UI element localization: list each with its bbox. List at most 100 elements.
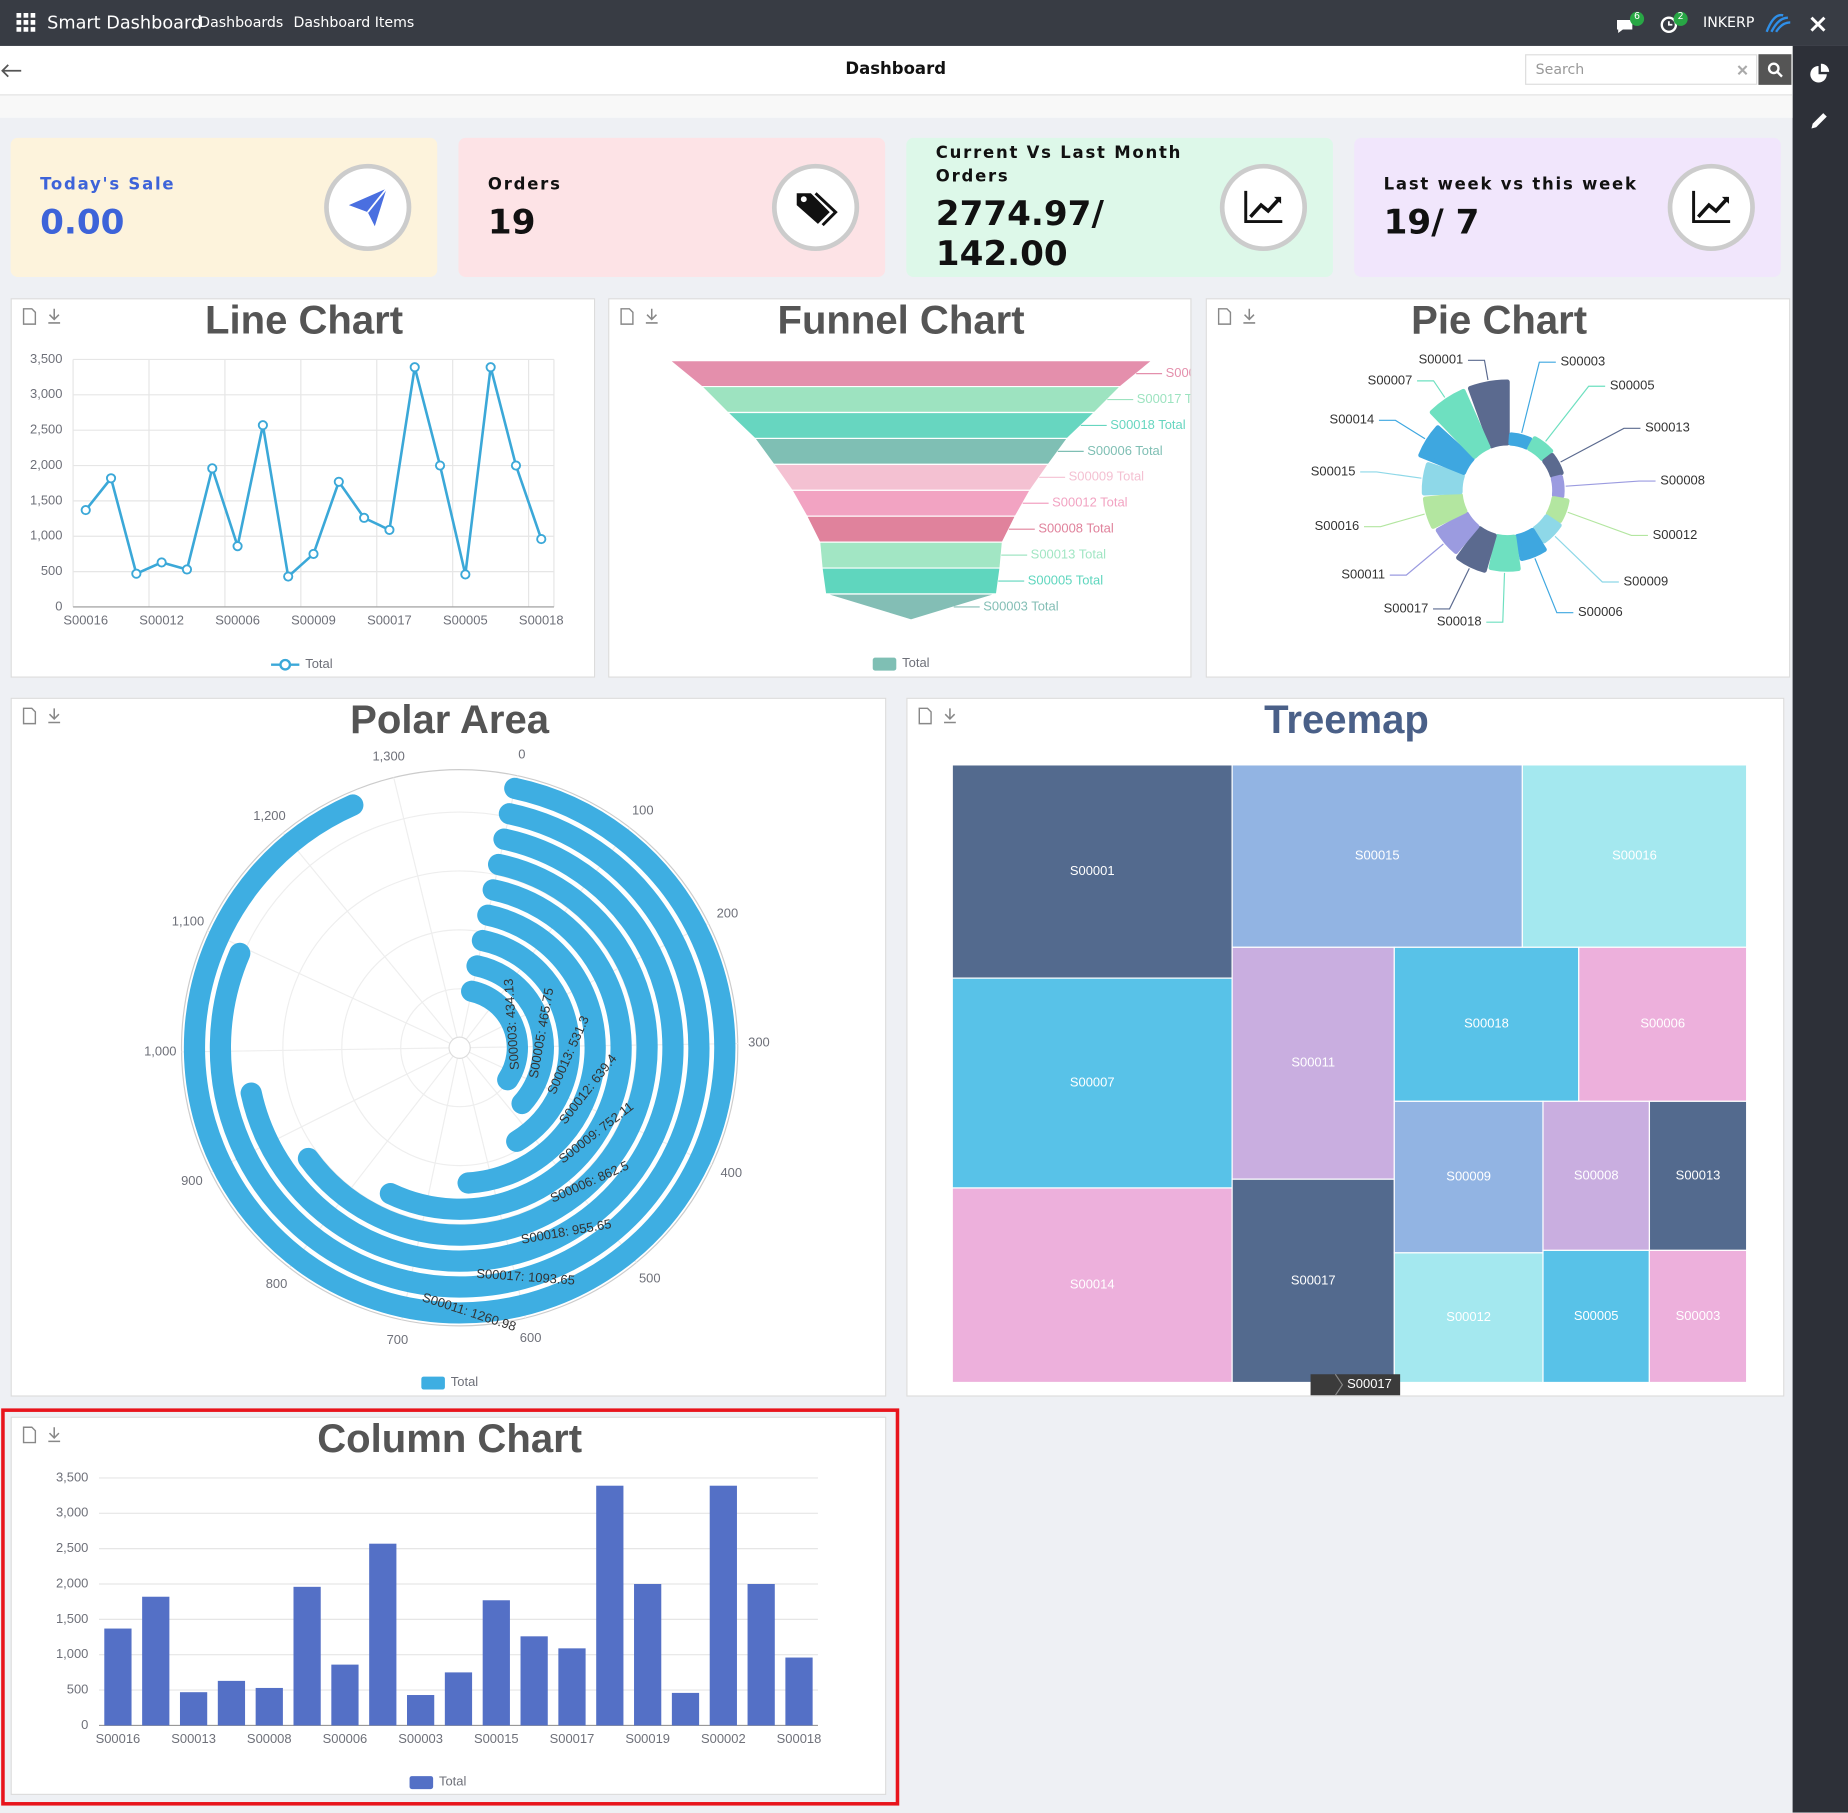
x-tick-label: S00006 (215, 613, 260, 628)
slice-label: S00007 (1368, 372, 1413, 387)
search-box[interactable]: Search (1525, 54, 1758, 85)
x-tick-label: S00006 (323, 1731, 368, 1746)
pie-slice (1550, 474, 1565, 499)
menu-item[interactable]: Dashboard Items (293, 14, 415, 31)
treemap-cell (1648, 1100, 1748, 1251)
point (105, 473, 117, 484)
point (283, 571, 294, 582)
app-name[interactable]: Smart Dashboard (47, 11, 203, 33)
export-icon[interactable] (918, 707, 932, 725)
bar (331, 1664, 359, 1726)
kpi-card[interactable]: Last week vs this week 19/ 7 (1354, 137, 1781, 277)
export-icon[interactable] (22, 1426, 37, 1444)
kpi-icon (771, 163, 860, 252)
export-icon[interactable] (22, 308, 37, 325)
bar (217, 1680, 246, 1726)
pie-slice (1467, 379, 1510, 449)
radial-bar (471, 929, 580, 1152)
back-arrow[interactable] (0, 61, 26, 80)
funnel-level (819, 541, 1004, 569)
axis-circle (180, 769, 739, 1327)
funnel-label: S00009 Total (1069, 469, 1145, 484)
apps-icon[interactable] (16, 12, 36, 32)
treemap-cell (1231, 1178, 1395, 1384)
pie-slice (1545, 496, 1570, 523)
top-bar: Smart Dashboard Dashboards Dashboard Ite… (0, 0, 1848, 46)
chart-title: Funnel Chart (777, 299, 1024, 342)
export-icon[interactable] (22, 707, 37, 725)
cell-label: S00014 (1070, 1277, 1115, 1292)
activity-icon[interactable] (1658, 9, 1693, 37)
y-tick-label: 2,500 (30, 422, 62, 437)
kpi-value: 19 (487, 201, 536, 242)
kpi-label: Orders (487, 175, 562, 195)
chart-panel: Treemap S00001 S00007 S00014 S00015 S00016 S00… (906, 697, 1785, 1397)
label-line (1565, 480, 1656, 487)
pie-slice (1421, 462, 1465, 496)
menu-item[interactable]: Dashboards (199, 14, 284, 31)
label-line (1360, 471, 1422, 479)
x-tick-label: S00017 (550, 1731, 595, 1746)
chat-icon[interactable] (1615, 9, 1650, 37)
slice-label: S00014 (1330, 412, 1375, 427)
funnel-level (753, 437, 1069, 465)
download-icon[interactable] (1243, 308, 1256, 324)
x-tick-label: S00017 (367, 613, 412, 628)
chart-panel: Line Chart 0 500 1,000 1,500 2,000 2,500 3,000 3… (10, 298, 596, 678)
point (131, 568, 142, 579)
close-icon[interactable] (1809, 15, 1828, 34)
edit-icon[interactable] (1809, 111, 1830, 132)
export-icon[interactable] (620, 308, 634, 325)
angle-tick-label: 700 (387, 1332, 409, 1347)
chart-panel: Column Chart 0 500 1,000 1,500 2,000 2,500 3,00… (10, 1416, 887, 1795)
point (510, 460, 522, 471)
breadcrumb-arrow (1334, 1373, 1344, 1396)
download-icon[interactable] (48, 1427, 61, 1443)
pie-slice (1418, 425, 1475, 475)
label-line (1567, 511, 1648, 537)
kpi-card[interactable]: Current Vs Last Month Orders 2774.97/ 142… (906, 137, 1333, 277)
legend-label: Total (451, 1374, 478, 1389)
download-icon[interactable] (645, 308, 658, 324)
point (80, 505, 91, 516)
chart-icon[interactable] (1809, 63, 1830, 85)
y-tick-label: 500 (67, 1681, 89, 1696)
radial-bar (379, 879, 632, 1220)
radial-bar (461, 980, 528, 1091)
bar (671, 1692, 700, 1726)
download-icon[interactable] (48, 708, 61, 724)
legend-swatch (409, 1776, 434, 1790)
control-panel: Dashboard Search (0, 45, 1793, 96)
kpi-card[interactable]: Orders 19 (458, 137, 886, 277)
treemap-cell (951, 977, 1233, 1189)
slice-label: S00015 (1311, 463, 1356, 478)
y-tick-label: 1,500 (56, 1611, 88, 1626)
label-line (1545, 385, 1606, 442)
chart-title: Polar Area (350, 699, 550, 742)
x-tick-label: S00016 (96, 1731, 141, 1746)
panel-tools (1217, 308, 1256, 325)
cell-label: S00015 (1355, 848, 1400, 863)
download-icon[interactable] (944, 708, 956, 724)
label-line (1433, 568, 1470, 610)
y-tick-label: 3,000 (56, 1505, 88, 1520)
point (384, 524, 395, 535)
center-dot (448, 1036, 471, 1059)
download-icon[interactable] (48, 308, 61, 324)
treemap-cell (951, 764, 1233, 979)
point (308, 548, 319, 559)
chart: Funnel Chart S00001 Total S00017 Total S000… (620, 299, 1190, 671)
y-tick-label: 0 (55, 598, 62, 613)
value-label: S00017: 1093.65 (476, 1266, 575, 1288)
pie-slice (1508, 432, 1533, 450)
cell-label: S00016 (1612, 848, 1657, 863)
company-logo (1765, 13, 1791, 33)
search-button[interactable] (1758, 54, 1792, 85)
radial-bar (457, 904, 606, 1194)
kpi-card[interactable]: Today's Sale 0.00 (10, 137, 438, 277)
slice-label: S00016 (1315, 518, 1360, 533)
user-name[interactable]: INKERP (1703, 14, 1755, 31)
clear-icon[interactable] (1737, 65, 1748, 76)
export-icon[interactable] (1217, 308, 1232, 325)
